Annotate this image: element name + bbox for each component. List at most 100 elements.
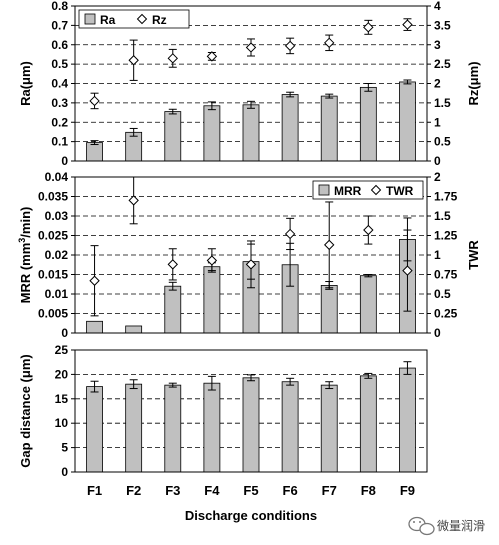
point-F2 xyxy=(128,195,139,206)
x-tick-label: F4 xyxy=(204,483,220,498)
bar-F7 xyxy=(320,384,338,473)
y2-tick-label: 3 xyxy=(434,38,441,52)
chart-panel-2: 0 0.005 0.01 0.015 0.02 0.025 0.03 0.035 0.04 0 0.… xyxy=(17,170,481,340)
watermark-text: 微量润滑 xyxy=(437,519,485,533)
point-F6 xyxy=(284,40,296,52)
chart-panel-1: 0 0.1 0.2 0.3 0.4 0.5 0.6 0.7 0.8 0 0.5 1 1.5 2 2.5 3 3.… xyxy=(18,0,481,168)
point-F4 xyxy=(206,51,218,62)
point-F5 xyxy=(245,259,257,270)
point-F5 xyxy=(245,42,257,53)
y-tick-label: 0.02 xyxy=(45,248,69,262)
y2-tick-label: 3.5 xyxy=(434,18,451,32)
point-F8 xyxy=(363,224,374,236)
y2-tick-label: 0.75 xyxy=(434,268,458,282)
bar-F7 xyxy=(320,95,338,162)
legend-swatch-Rz xyxy=(136,13,148,25)
plot-frame xyxy=(74,349,428,473)
bar-F4 xyxy=(203,266,221,334)
bar-F2 xyxy=(125,325,143,334)
point-F1 xyxy=(89,275,100,286)
bar-F9 xyxy=(399,367,416,473)
bar-F8 xyxy=(359,86,377,162)
y-tick-label: 0.015 xyxy=(38,268,68,282)
legend-swatch-MRR xyxy=(318,184,330,196)
legend-swatch-Ra xyxy=(84,13,96,25)
bar-F5 xyxy=(242,377,260,473)
bar-F9 xyxy=(399,81,416,162)
x-axis-label: Discharge conditions xyxy=(185,508,317,523)
y2-axis-label: Rz(μm) xyxy=(466,61,481,105)
x-tick-label: F7 xyxy=(322,483,337,498)
y-tick-label: 0.3 xyxy=(51,96,68,110)
y2-axis-label: TWR xyxy=(466,240,481,270)
bar-F3 xyxy=(164,111,182,162)
bar-F8 xyxy=(359,275,377,334)
y-tick-label: 0.2 xyxy=(51,115,68,129)
x-tick-label: F9 xyxy=(400,483,415,498)
y2-tick-label: 0 xyxy=(434,326,441,340)
plot-frame xyxy=(74,5,428,162)
point-F1 xyxy=(89,95,100,107)
y-axis-label: Gap distance (μm) xyxy=(18,354,33,467)
point-F8 xyxy=(363,22,374,33)
bar-F1 xyxy=(86,386,103,473)
y-tick-label: 0 xyxy=(61,326,68,340)
bar-F6 xyxy=(281,94,299,162)
y-tick-label: 0.6 xyxy=(51,38,68,52)
y2-tick-label: 1.5 xyxy=(434,209,451,223)
bar-F6 xyxy=(281,381,299,473)
bar-F8 xyxy=(359,375,377,473)
watermark: 微量润滑 xyxy=(408,516,485,536)
legend: MRR TWR xyxy=(312,180,424,200)
y2-tick-label: 1.25 xyxy=(434,229,458,243)
y-tick-label: 0.7 xyxy=(51,18,68,32)
x-tick-label: F5 xyxy=(243,483,258,498)
x-tick-label: F1 xyxy=(87,483,102,498)
y2-tick-label: 0.5 xyxy=(434,135,451,149)
y-tick-label: 20 xyxy=(55,367,69,381)
x-tick-label: F2 xyxy=(126,483,141,498)
y-tick-label: 0.04 xyxy=(45,170,69,184)
y2-tick-label: 1 xyxy=(434,248,441,262)
plot-frame xyxy=(74,176,428,334)
y-tick-label: 0.035 xyxy=(38,190,68,204)
legend-label-MRR: MRR xyxy=(334,184,362,198)
point-F6 xyxy=(284,228,296,240)
point-F2 xyxy=(128,55,139,66)
y2-tick-label: 4 xyxy=(434,0,441,13)
y2-tick-label: 1.5 xyxy=(434,96,451,110)
point-F4 xyxy=(206,255,218,266)
y-tick-label: 0.03 xyxy=(45,209,69,223)
point-F7 xyxy=(324,239,335,251)
legend-label-Ra: Ra xyxy=(100,13,116,27)
chart-panels: 0 0.1 0.2 0.3 0.4 0.5 0.6 0.7 0.8 0 0.5 1 1.5 2 2.5 3 3.… xyxy=(17,0,481,523)
y2-tick-label: 1 xyxy=(434,115,441,129)
bar-F1 xyxy=(86,320,103,334)
bar-F3 xyxy=(164,384,182,473)
y-tick-label: 0.01 xyxy=(45,287,69,301)
legend-box xyxy=(312,180,424,200)
y-tick-label: 0 xyxy=(61,465,68,479)
bar-F3 xyxy=(164,285,182,334)
y-tick-label: 15 xyxy=(55,392,69,406)
bar-F2 xyxy=(125,383,143,473)
bar-F4 xyxy=(203,105,221,162)
x-tick-label: F6 xyxy=(283,483,298,498)
bar-F1 xyxy=(86,142,103,162)
y-axis-label: MRR (mm3/min) xyxy=(17,207,33,304)
y-tick-label: 0.8 xyxy=(51,0,68,13)
chart-panel-3: 0 5 10 15 20 25 Gap distance (μm) F1 F2 F3 F4 F5 F6 F… xyxy=(18,343,428,523)
y-tick-label: 5 xyxy=(61,441,68,455)
y-tick-label: 10 xyxy=(55,416,69,430)
y2-tick-label: 0.25 xyxy=(434,307,458,321)
y-tick-label: 0.5 xyxy=(51,57,68,71)
point-F7 xyxy=(324,37,335,49)
legend-box xyxy=(78,9,190,29)
bar-F4 xyxy=(203,382,221,473)
bar-F7 xyxy=(320,285,338,334)
bar-F5 xyxy=(242,104,260,162)
y-axis-label: Ra(μm) xyxy=(18,61,33,106)
y2-tick-label: 2.5 xyxy=(434,57,451,71)
y-tick-label: 0.005 xyxy=(38,307,68,321)
